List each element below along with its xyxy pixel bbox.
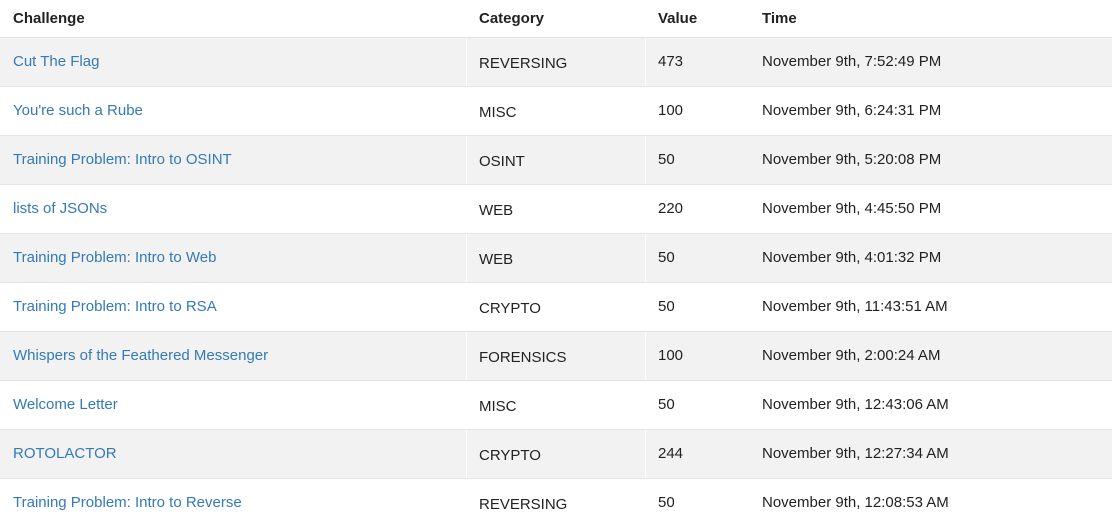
category-cell: WEB: [466, 183, 645, 233]
category-cell: CRYPTO: [466, 281, 645, 331]
time-cell: November 9th, 5:20:08 PM: [749, 134, 1112, 184]
table-body: Cut The Flag REVERSING 473 November 9th,…: [0, 36, 1112, 527]
value-cell: 50: [645, 134, 749, 184]
challenge-link[interactable]: Cut The Flag: [13, 53, 100, 70]
challenge-cell: Training Problem: Intro to RSA: [0, 281, 466, 331]
value-cell: 473: [645, 36, 749, 86]
table-row: Whispers of the Feathered Messenger FORE…: [0, 330, 1112, 380]
challenge-cell: Training Problem: Intro to OSINT: [0, 134, 466, 184]
time-cell: November 9th, 12:27:34 AM: [749, 428, 1112, 478]
header-row: Challenge Category Value Time: [0, 0, 1112, 38]
time-cell: November 9th, 12:43:06 AM: [749, 379, 1112, 429]
time-cell: November 9th, 4:01:32 PM: [749, 232, 1112, 282]
value-cell: 100: [645, 330, 749, 380]
value-cell: 50: [645, 379, 749, 429]
challenge-cell: Whispers of the Feathered Messenger: [0, 330, 466, 380]
category-cell: REVERSING: [466, 36, 645, 86]
category-cell: CRYPTO: [466, 428, 645, 478]
value-cell: 220: [645, 183, 749, 233]
table-header: Challenge Category Value Time: [0, 0, 1112, 38]
challenge-cell: ROTOLACTOR: [0, 428, 466, 478]
time-cell: November 9th, 12:08:53 AM: [749, 477, 1112, 527]
category-cell: MISC: [466, 379, 645, 429]
time-cell: November 9th, 4:45:50 PM: [749, 183, 1112, 233]
table-row: lists of JSONs WEB 220 November 9th, 4:4…: [0, 183, 1112, 233]
value-cell: 50: [645, 281, 749, 331]
challenge-link[interactable]: You're such a Rube: [13, 102, 143, 119]
table-row: Welcome Letter MISC 50 November 9th, 12:…: [0, 379, 1112, 429]
value-cell: 50: [645, 477, 749, 527]
table-row: Training Problem: Intro to RSA CRYPTO 50…: [0, 281, 1112, 331]
time-cell: November 9th, 11:43:51 AM: [749, 281, 1112, 331]
category-cell: REVERSING: [466, 477, 645, 527]
challenge-cell: Cut The Flag: [0, 36, 466, 86]
challenge-cell: Welcome Letter: [0, 379, 466, 429]
challenge-cell: lists of JSONs: [0, 183, 466, 233]
challenge-cell: Training Problem: Intro to Web: [0, 232, 466, 282]
time-cell: November 9th, 6:24:31 PM: [749, 85, 1112, 135]
category-cell: MISC: [466, 85, 645, 135]
table-row: ROTOLACTOR CRYPTO 244 November 9th, 12:2…: [0, 428, 1112, 478]
category-cell: WEB: [466, 232, 645, 282]
value-cell: 100: [645, 85, 749, 135]
category-cell: OSINT: [466, 134, 645, 184]
table-row: Cut The Flag REVERSING 473 November 9th,…: [0, 36, 1112, 86]
header-value: Value: [645, 0, 749, 38]
time-cell: November 9th, 7:52:49 PM: [749, 36, 1112, 86]
challenge-link[interactable]: Training Problem: Intro to RSA: [13, 298, 217, 315]
challenge-link[interactable]: Training Problem: Intro to Reverse: [13, 494, 242, 512]
category-cell: FORENSICS: [466, 330, 645, 380]
challenge-link[interactable]: Whispers of the Feathered Messenger: [13, 347, 269, 364]
challenge-cell: Training Problem: Intro to Reverse: [0, 477, 466, 527]
header-time: Time: [749, 0, 1112, 38]
header-category: Category: [466, 0, 645, 38]
time-cell: November 9th, 2:00:24 AM: [749, 330, 1112, 380]
table-row: Training Problem: Intro to Web WEB 50 No…: [0, 232, 1112, 282]
header-challenge: Challenge: [0, 0, 466, 38]
challenge-link[interactable]: lists of JSONs: [13, 200, 108, 217]
table-row: You're such a Rube MISC 100 November 9th…: [0, 85, 1112, 135]
challenge-cell: You're such a Rube: [0, 85, 466, 135]
value-cell: 244: [645, 428, 749, 478]
challenge-link[interactable]: Training Problem: Intro to Web: [13, 249, 217, 266]
challenge-link[interactable]: Welcome Letter: [13, 396, 118, 413]
value-cell: 50: [645, 232, 749, 282]
challenge-link[interactable]: ROTOLACTOR: [13, 445, 117, 462]
challenge-link[interactable]: Training Problem: Intro to OSINT: [13, 151, 232, 168]
table-row: Training Problem: Intro to OSINT OSINT 5…: [0, 134, 1112, 184]
table-row: Training Problem: Intro to Reverse REVER…: [0, 477, 1112, 527]
